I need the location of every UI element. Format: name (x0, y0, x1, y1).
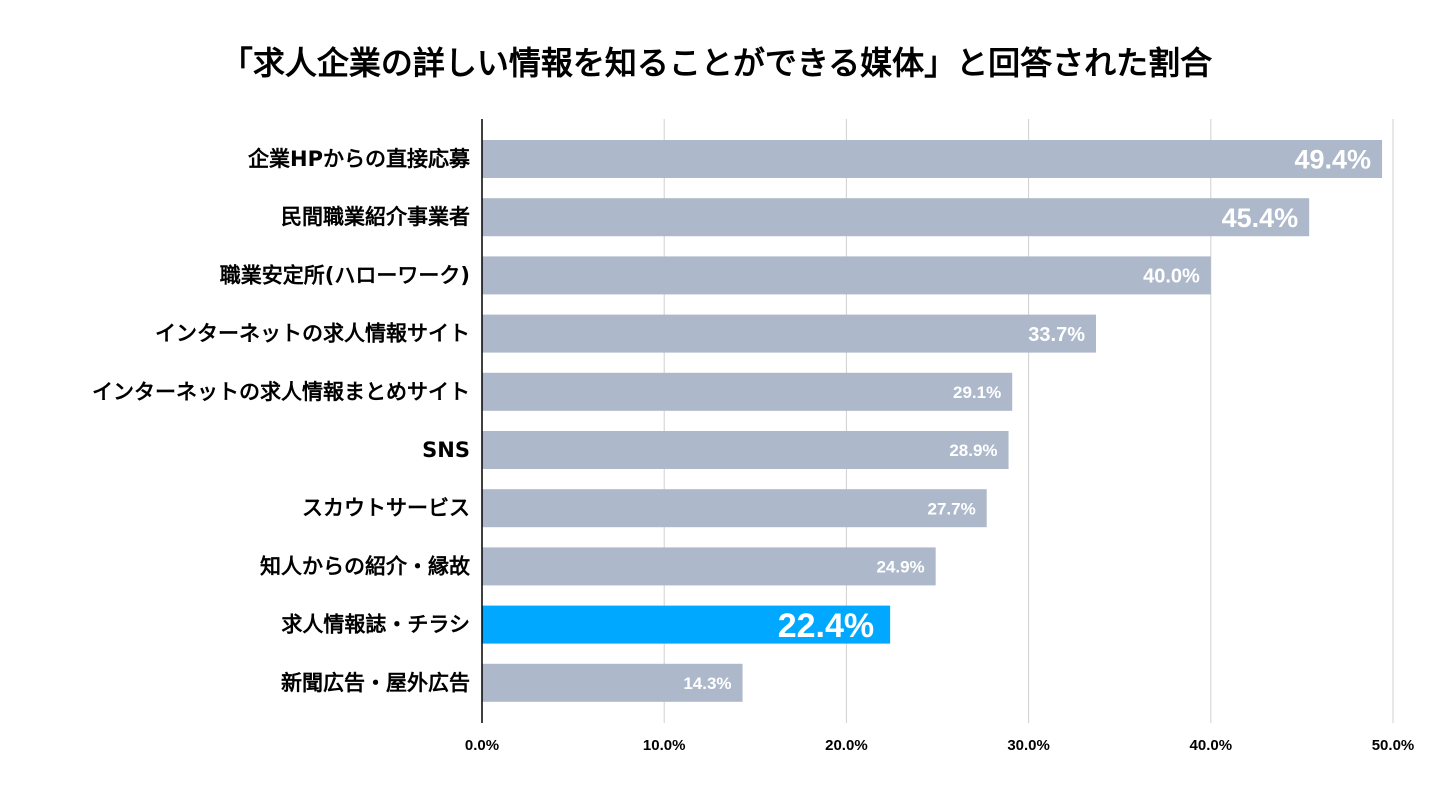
bar (482, 140, 1383, 178)
category-label: 求人情報誌・チラシ (281, 613, 470, 637)
bar (482, 372, 1013, 411)
category-label: 企業HPからの直接応募 (247, 147, 471, 171)
chart-title: 「求人企業の詳しい情報を知ることができる媒体」と回答された割合 (220, 44, 1213, 82)
data-label: 29.1% (953, 383, 1001, 402)
data-label: 14.3% (683, 674, 731, 693)
category-label: SNS (422, 438, 470, 462)
x-tick-label: 0.0% (465, 737, 499, 754)
x-tick-label: 50.0% (1372, 737, 1415, 754)
category-label: 民間職業紹介事業者 (281, 205, 470, 229)
data-label: 22.4% (778, 607, 874, 645)
x-tick-label: 20.0% (825, 737, 868, 754)
x-tick-label: 10.0% (643, 737, 686, 754)
x-tick-label: 30.0% (1007, 737, 1050, 754)
bar (482, 663, 743, 702)
data-label: 27.7% (927, 499, 975, 518)
x-tick-label: 40.0% (1190, 737, 1233, 754)
data-label: 24.9% (876, 558, 924, 577)
category-label: インターネットの求人情報サイト (155, 322, 470, 346)
bar (482, 547, 936, 586)
data-label: 33.7% (1028, 324, 1085, 346)
category-label: 知人からの紹介・縁故 (260, 554, 471, 578)
bars: 49.4% 45.4% 40.0% 33.7% 29.1% 28.9% 27.7% 24.9%… (482, 140, 1383, 702)
data-label: 28.9% (949, 441, 997, 460)
data-label: 45.4% (1222, 203, 1299, 233)
category-label: スカウトサービス (302, 496, 470, 520)
bar-highlighted (482, 605, 891, 644)
data-label: 40.0% (1143, 266, 1200, 288)
bar (482, 256, 1211, 295)
category-label: インターネットの求人情報まとめサイト (92, 380, 470, 404)
category-label: 新聞広告・屋外広告 (281, 671, 470, 695)
category-label: 職業安定所(ハローワーク) (220, 263, 470, 287)
axes: 0.0% 10.0% 20.0% 30.0% 40.0% 50.0% 企業HPからの直接応募… (92, 119, 1414, 754)
bar (482, 431, 1009, 469)
bar (482, 489, 987, 528)
bar (482, 198, 1310, 237)
bar (482, 314, 1097, 353)
data-label: 49.4% (1295, 145, 1372, 175)
